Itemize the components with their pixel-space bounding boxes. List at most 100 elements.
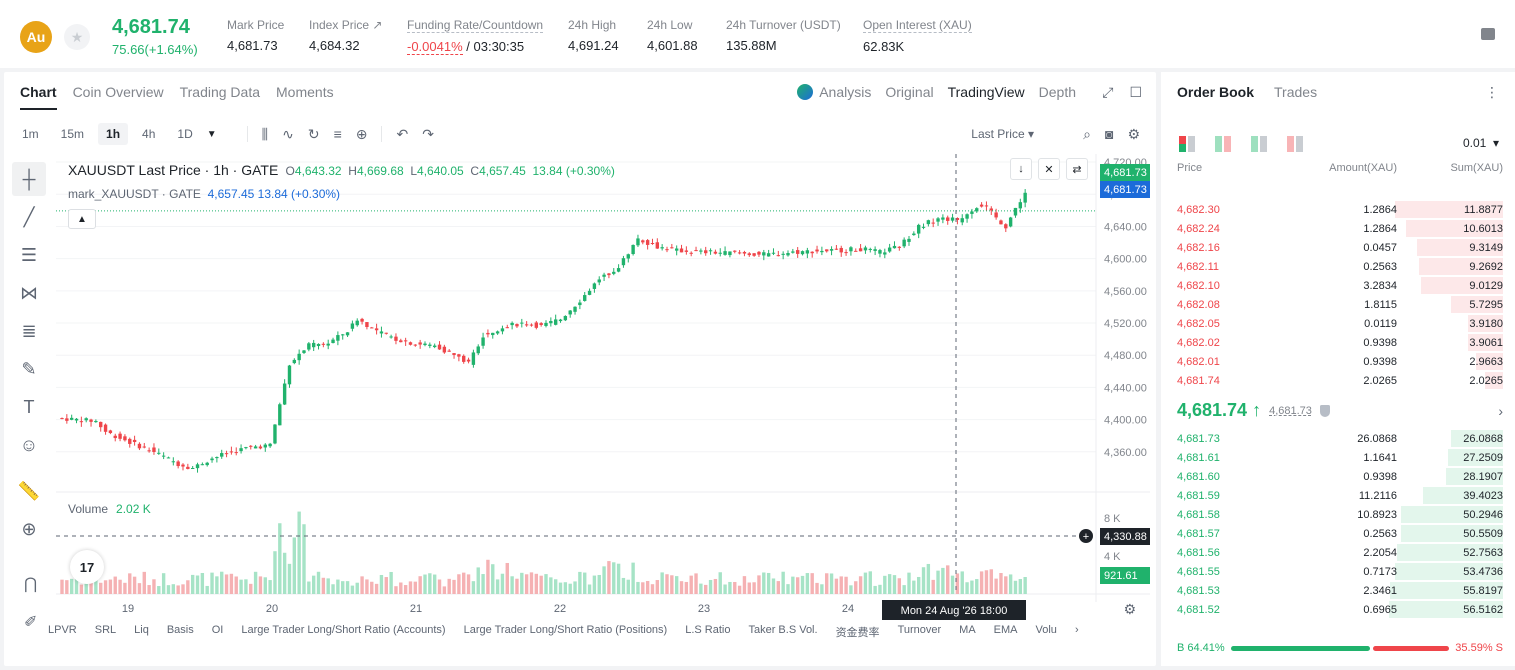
tab-coin-overview[interactable]: Coin Overview (72, 84, 164, 100)
candle-body (128, 438, 132, 444)
pattern-icon[interactable]: ⋈ (20, 282, 38, 303)
mode-bids-asks-icon[interactable] (1215, 136, 1231, 152)
collapse-icon[interactable]: ✕ (1038, 158, 1060, 180)
ask-row[interactable]: 4,682.16 0.0457 9.3149 (1177, 238, 1503, 257)
ask-row[interactable]: 4,682.02 0.9398 3.9061 (1177, 333, 1503, 352)
mid-price-row[interactable]: 4,681.74 ↑ 4,681.73 › (1177, 400, 1503, 421)
magnet-icon[interactable]: ⋂ (24, 576, 38, 593)
candle-body (897, 246, 902, 248)
interval-1h[interactable]: 1h (98, 123, 129, 145)
lock-drawings-icon[interactable]: ✐ (24, 614, 38, 631)
bid-row[interactable]: 4,681.73 26.0868 26.0868 (1177, 429, 1503, 448)
horizontal-lines-icon[interactable]: ☰ (20, 244, 38, 265)
indicator-taker-bs-vol[interactable]: Taker B.S Vol. (748, 624, 818, 636)
refresh-icon[interactable]: ↻ (307, 125, 320, 142)
candle-body (984, 205, 989, 207)
axis-settings-icon[interactable]: ⚙ (1123, 601, 1136, 617)
indicator-ema[interactable]: EMA (993, 624, 1018, 636)
tab-order-book[interactable]: Order Book (1177, 84, 1255, 100)
indicator-funding-rate[interactable]: 资金费率 (835, 627, 880, 639)
template-icon[interactable]: ≡ (333, 126, 342, 142)
indicator-ltlsr-positions[interactable]: Large Trader Long/Short Ratio (Positions… (463, 624, 668, 636)
favorite-star-icon[interactable]: ★ (64, 24, 90, 50)
mode-asks-icon[interactable] (1287, 136, 1303, 152)
interval-1m[interactable]: 1m (22, 127, 39, 141)
mode-both-icon[interactable] (1179, 136, 1195, 152)
bid-row[interactable]: 4,681.56 2.2054 52.7563 (1177, 543, 1503, 562)
price-type-select[interactable]: Last Price ▾ (971, 127, 1034, 141)
view-depth[interactable]: Depth (1038, 84, 1076, 100)
indicator-turnover[interactable]: Turnover (897, 624, 942, 636)
crosshair-icon[interactable]: ┼ (12, 162, 46, 196)
candlestick-chart[interactable]: 4,720.004,680.004,640.004,600.004,560.00… (56, 154, 1150, 624)
collapse-legend-button[interactable]: ▲ (68, 209, 96, 229)
view-tradingview[interactable]: TradingView (947, 84, 1025, 100)
add-indicator-icon[interactable]: ⊕ (355, 125, 368, 142)
bid-row[interactable]: 4,681.58 10.8923 50.2946 (1177, 505, 1503, 524)
bid-row[interactable]: 4,681.55 0.7173 53.4736 (1177, 562, 1503, 581)
tab-trading-data[interactable]: Trading Data (179, 84, 261, 100)
ask-row[interactable]: 4,682.08 1.8115 5.7295 (1177, 295, 1503, 314)
precision-select[interactable]: 0.01 ▾ (1462, 136, 1499, 150)
ask-row[interactable]: 4,682.01 0.9398 2.9663 (1177, 352, 1503, 371)
search-icon[interactable]: ⌕ (1083, 125, 1091, 142)
indicator-ma[interactable]: MA (959, 624, 976, 636)
interval-1d[interactable]: 1D (177, 127, 193, 141)
ask-row[interactable]: 4,682.05 0.0119 3.9180 (1177, 314, 1503, 333)
indicators-icon[interactable]: ∿ (282, 125, 294, 142)
interval-4h[interactable]: 4h (142, 127, 156, 141)
scroll-down-icon[interactable]: ↓ (1010, 158, 1032, 180)
emoji-icon[interactable]: ☺ (19, 434, 39, 455)
ask-amount: 0.2563 (1363, 260, 1397, 273)
text-icon[interactable]: T (23, 396, 35, 417)
ruler-icon[interactable]: 📏 (17, 480, 41, 501)
bid-row[interactable]: 4,681.57 0.2563 50.5509 (1177, 524, 1503, 543)
ask-row[interactable]: 4,682.11 0.2563 9.2692 (1177, 257, 1503, 276)
ask-sum: 2.9663 (1469, 355, 1503, 368)
indicator-liq[interactable]: Liq (134, 624, 149, 636)
candle-type-icon[interactable]: ⫼ (261, 125, 269, 142)
camera-icon[interactable]: ◙ (1104, 125, 1114, 142)
interval-dropdown-icon[interactable]: ▼ (206, 128, 217, 140)
more-menu-icon[interactable]: ⋮ (1485, 84, 1499, 100)
zoom-in-icon[interactable]: ⊕ (21, 518, 37, 539)
mode-bids-icon[interactable] (1251, 136, 1267, 152)
indicator-basis[interactable]: Basis (166, 624, 194, 636)
ask-row[interactable]: 4,682.24 1.2864 10.6013 (1177, 219, 1503, 238)
tab-trades[interactable]: Trades (1274, 84, 1318, 100)
bid-row[interactable]: 4,681.61 1.1641 27.2509 (1177, 448, 1503, 467)
trendline-icon[interactable]: ╱ (23, 206, 35, 227)
candle-body (704, 250, 708, 254)
chevron-right-icon[interactable]: › (1498, 402, 1503, 419)
tab-chart[interactable]: Chart (20, 84, 57, 110)
indicator-volume[interactable]: Volu (1035, 624, 1057, 636)
window-icon[interactable]: ☐ (1129, 84, 1142, 100)
bid-row[interactable]: 4,681.53 2.3461 55.8197 (1177, 581, 1503, 600)
book-icon[interactable] (1481, 28, 1495, 40)
toggle-icon[interactable]: ⇄ (1066, 158, 1088, 180)
ask-row[interactable]: 4,682.10 3.2834 9.0129 (1177, 276, 1503, 295)
indicator-lpvr[interactable]: LPVR (48, 624, 77, 636)
undo-icon[interactable]: ↶ (396, 125, 409, 142)
view-original[interactable]: Original (885, 84, 934, 100)
interval-15m[interactable]: 15m (60, 127, 85, 141)
volume-current-label: 921.61 (1104, 570, 1138, 582)
fib-icon[interactable]: ≣ (21, 320, 37, 341)
brush-icon[interactable]: ✎ (21, 358, 37, 379)
indicator-ltlsr-accounts[interactable]: Large Trader Long/Short Ratio (Accounts) (241, 624, 446, 636)
tab-moments[interactable]: Moments (276, 84, 334, 100)
expand-icon[interactable]: ⤢ (1102, 84, 1114, 100)
bid-row[interactable]: 4,681.59 11.2116 39.4023 (1177, 486, 1503, 505)
bid-row[interactable]: 4,681.52 0.6965 56.5162 (1177, 600, 1503, 619)
ask-row[interactable]: 4,681.74 2.0265 2.0265 (1177, 371, 1503, 390)
chevron-right-icon[interactable]: › (1074, 624, 1079, 636)
ask-row[interactable]: 4,682.30 1.2864 11.8877 (1177, 200, 1503, 219)
indicator-oi[interactable]: OI (211, 624, 224, 636)
view-analysis[interactable]: Analysis (797, 84, 871, 100)
gear-icon[interactable]: ⚙ (1127, 125, 1140, 142)
indicator-ls-ratio[interactable]: L.S Ratio (685, 624, 731, 636)
indicator-srl[interactable]: SRL (94, 624, 117, 636)
redo-icon[interactable]: ↷ (422, 125, 434, 142)
bid-row[interactable]: 4,681.60 0.9398 28.1907 (1177, 467, 1503, 486)
stat-index-price[interactable]: Index Price ↗ 4,684.32 (309, 18, 382, 53)
